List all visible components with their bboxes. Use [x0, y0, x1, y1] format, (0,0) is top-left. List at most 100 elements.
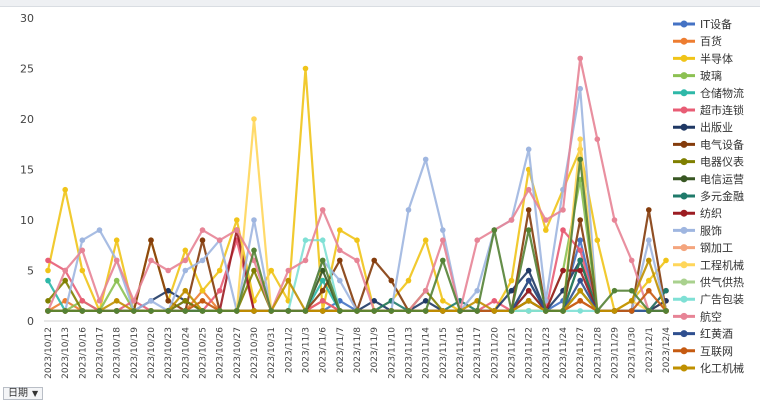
legend-item: 电气设备 [673, 137, 744, 151]
legend-label: 互联网 [700, 345, 733, 358]
x-tick-label: 2023/11/29 [611, 327, 621, 379]
data-point [79, 308, 86, 314]
data-point [525, 186, 532, 193]
data-point [45, 267, 51, 274]
data-point [577, 298, 583, 304]
data-point [62, 267, 68, 274]
legend-marker [680, 347, 688, 355]
data-point [199, 227, 206, 233]
legend-marker [680, 312, 688, 320]
data-point [388, 277, 395, 284]
legend-item: 百货 [673, 34, 722, 48]
data-point [148, 298, 154, 304]
data-point [216, 308, 223, 314]
data-point [577, 55, 583, 62]
date-filter-label: 日期 [8, 388, 28, 399]
legend-item: 红黄酒 [673, 327, 733, 341]
data-point [628, 298, 635, 304]
chart-series-lines [45, 55, 669, 314]
data-point [440, 308, 446, 314]
data-point [543, 308, 549, 314]
legend-label: 钢加工 [700, 242, 733, 255]
data-point [508, 277, 515, 284]
x-tick-label: 2023/11/13 [405, 327, 415, 379]
data-point [182, 298, 189, 304]
legend-marker [680, 278, 688, 286]
x-tick-label: 2023/10/17 [96, 327, 106, 379]
date-filter-button[interactable]: 日期 ▼ [3, 387, 44, 400]
data-point [79, 267, 86, 274]
data-point [422, 308, 429, 314]
data-point [405, 207, 412, 213]
legend-marker [680, 295, 688, 303]
x-tick-label: 2023/11/28 [593, 327, 603, 379]
data-point [337, 227, 343, 233]
data-point [45, 298, 51, 304]
data-point [543, 217, 549, 223]
x-tick-label: 2023/11/9 [370, 327, 380, 373]
y-tick-label: 0 [27, 315, 34, 328]
x-tick-label: 2023/12/4 [662, 327, 672, 373]
data-point [577, 237, 583, 243]
data-point [62, 186, 68, 193]
data-point [199, 257, 206, 264]
x-tick-label: 2023/11/22 [525, 327, 535, 379]
data-point [663, 308, 669, 314]
data-point [440, 237, 446, 243]
data-point [491, 227, 498, 233]
x-tick-label: 2023/11/20 [490, 327, 500, 379]
data-point [302, 308, 309, 314]
data-point [182, 247, 189, 254]
legend-label: 仓储物流 [700, 86, 744, 100]
legend-item: 广告包装 [673, 293, 744, 306]
data-point [165, 308, 171, 314]
data-point [525, 146, 532, 153]
legend-marker [680, 192, 688, 200]
data-point [131, 308, 137, 314]
legend-label: 化工机械 [700, 361, 744, 375]
data-point [234, 227, 240, 233]
data-point [199, 287, 206, 294]
x-tick-label: 2023/11/6 [319, 327, 329, 373]
data-point [302, 237, 309, 243]
data-point [285, 277, 292, 284]
data-point [525, 277, 532, 284]
legend-label: 半导体 [700, 51, 733, 65]
legend-item: 互联网 [673, 345, 733, 358]
x-tick-label: 2023/10/24 [181, 327, 191, 379]
data-point [663, 257, 669, 264]
data-point [474, 308, 481, 314]
data-point [354, 308, 360, 314]
data-point [577, 247, 583, 254]
x-tick-label: 2023/11/17 [473, 327, 483, 379]
data-point [302, 257, 309, 264]
data-point [525, 298, 532, 304]
data-point [594, 237, 601, 243]
legend-marker [680, 226, 688, 234]
data-point [319, 308, 326, 314]
x-tick-label: 2023/11/27 [576, 327, 586, 379]
series-14 [45, 116, 669, 314]
legend-marker [680, 123, 688, 131]
x-tick-label: 2023/11/21 [508, 327, 518, 379]
series-10 [45, 257, 669, 314]
data-point [337, 247, 343, 254]
data-point [577, 85, 583, 92]
legend-item: 钢加工 [673, 242, 733, 255]
data-point [319, 237, 326, 243]
data-point [371, 298, 378, 304]
data-point [560, 227, 566, 233]
data-point [560, 267, 566, 274]
data-point [199, 237, 206, 243]
legend-label: 服饰 [700, 223, 722, 237]
data-point [337, 257, 343, 264]
data-point [491, 308, 498, 314]
data-point [268, 267, 275, 274]
y-tick-label: 5 [27, 265, 34, 278]
legend-label: 出版业 [700, 120, 733, 134]
x-tick-label: 2023/10/27 [233, 327, 243, 379]
data-point [594, 136, 601, 142]
x-tick-label: 2023/10/26 [216, 327, 226, 379]
data-point [663, 287, 669, 294]
data-point [354, 257, 360, 264]
